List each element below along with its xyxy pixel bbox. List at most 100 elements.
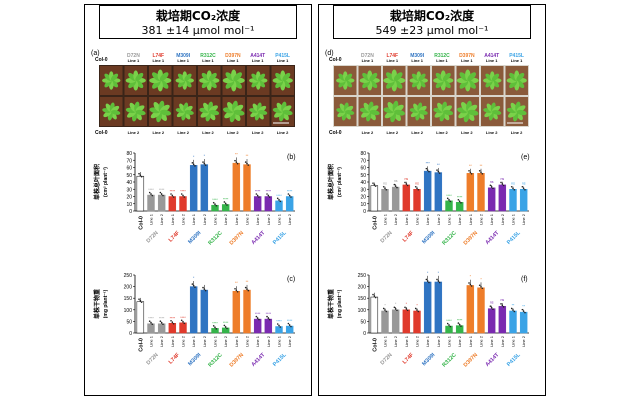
significance-label: * [406,302,408,306]
data-point [489,305,492,307]
rosette-leaf [369,109,380,116]
x-tick-sublabel: Line 2 [415,213,420,225]
bar [487,308,496,334]
significance-label: * [416,303,418,307]
x-tick-sublabel: Line 1 [468,335,473,347]
data-point [437,170,440,173]
data-point [279,200,282,203]
significance-label: ** [480,164,483,168]
x-tick-label: Col-0 [138,216,144,230]
y-tick-label: 50 [126,173,132,179]
x-tick-sublabel: Line 1 [213,335,218,347]
bar [445,200,453,212]
rosette-leaf [443,109,454,116]
data-point [148,191,151,194]
data-point [290,325,292,328]
rosette-leaf [492,110,502,115]
chart-panel-label: (f) [521,276,528,283]
data-point [481,287,484,290]
y-tick-label: 0 [363,209,366,215]
significance-label: ns [404,177,408,181]
data-point [266,315,268,318]
data-point [160,193,163,195]
data-point [437,280,440,282]
data-point [478,170,481,172]
data-point [396,186,398,189]
data-point [384,309,386,311]
bar [285,196,294,212]
photo-line1-label: Line 1 [411,58,423,63]
data-point [512,187,514,190]
data-point [236,290,239,293]
x-tick-sublabel: Line 1 [447,213,452,225]
data-point [448,199,450,201]
data-point [255,193,258,195]
data-point [236,162,239,165]
y-tick-label: 150 [358,296,367,302]
data-point [492,187,494,190]
data-point [226,204,228,206]
x-tick-sublabel: Line 1 [489,335,494,347]
data-point [148,320,151,323]
data-point [235,161,238,163]
significance-label: **** [287,319,293,323]
significance-label: ** [235,281,238,285]
data-point [194,286,196,288]
data-point [524,188,526,191]
photo-line1-label: Line 1 [153,58,165,63]
x-tick-sublabel: Line 2 [245,213,250,225]
y-axis-unit: (mg plant⁻¹) [337,289,343,318]
bar [157,194,166,212]
bar [413,310,421,334]
bar [402,309,411,334]
rosette-leaf [111,110,121,115]
bar [221,327,230,334]
x-tick-sublabel: Line 1 [191,335,196,347]
significance-label: ns [394,179,398,183]
x-tick-sublabel: Line 2 [266,213,271,225]
rosette-leaf [257,73,266,81]
significance-label: **** [212,198,218,202]
photo-line1-label: Line 1 [511,58,523,63]
data-point [159,191,162,194]
data-point [382,185,385,188]
y-axis-title: 单株总叶面积 [93,164,101,200]
bar [434,281,443,334]
significance-label: **** [223,321,229,325]
significance-label: ns [511,182,515,186]
data-point [394,185,397,187]
rosette-leaf [110,73,119,81]
x-group-label: P415L [506,230,522,246]
data-point [203,288,206,290]
bar [413,189,421,212]
significance-label: **** [148,188,154,192]
y-tick-label: 20 [360,195,366,201]
y-tick-label: 30 [126,187,132,193]
significance-label: **** [159,188,165,192]
x-tick-sublabel: Line 2 [181,335,186,347]
bar [370,185,379,212]
photo-line-name: R312C [200,53,216,59]
y-tick-label: 70 [360,158,366,164]
data-point [470,173,473,175]
significance-label: **** [170,190,176,194]
photo-line1-label: Line 1 [202,58,214,63]
x-tick-sublabel: Line 1 [149,213,154,225]
bar [519,189,528,212]
y-tick-label: 250 [358,273,367,279]
bar [402,184,411,212]
bar [264,318,273,334]
data-point [234,287,236,290]
rosette-leaf [184,110,194,115]
x-tick-sublabel: Line 2 [393,213,398,225]
photo-line-name: P415L [275,53,290,59]
bar [498,184,507,212]
data-point [202,161,204,163]
chart-panel-label: (e) [521,154,530,161]
data-point [138,172,140,175]
data-point [214,203,216,205]
data-point [266,193,268,195]
panel-ambient-co2: 栽培期CO₂浓度 381 ±14 μmol mol⁻¹ (a) Col-0 D72N… [84,4,312,396]
bar [477,287,485,334]
